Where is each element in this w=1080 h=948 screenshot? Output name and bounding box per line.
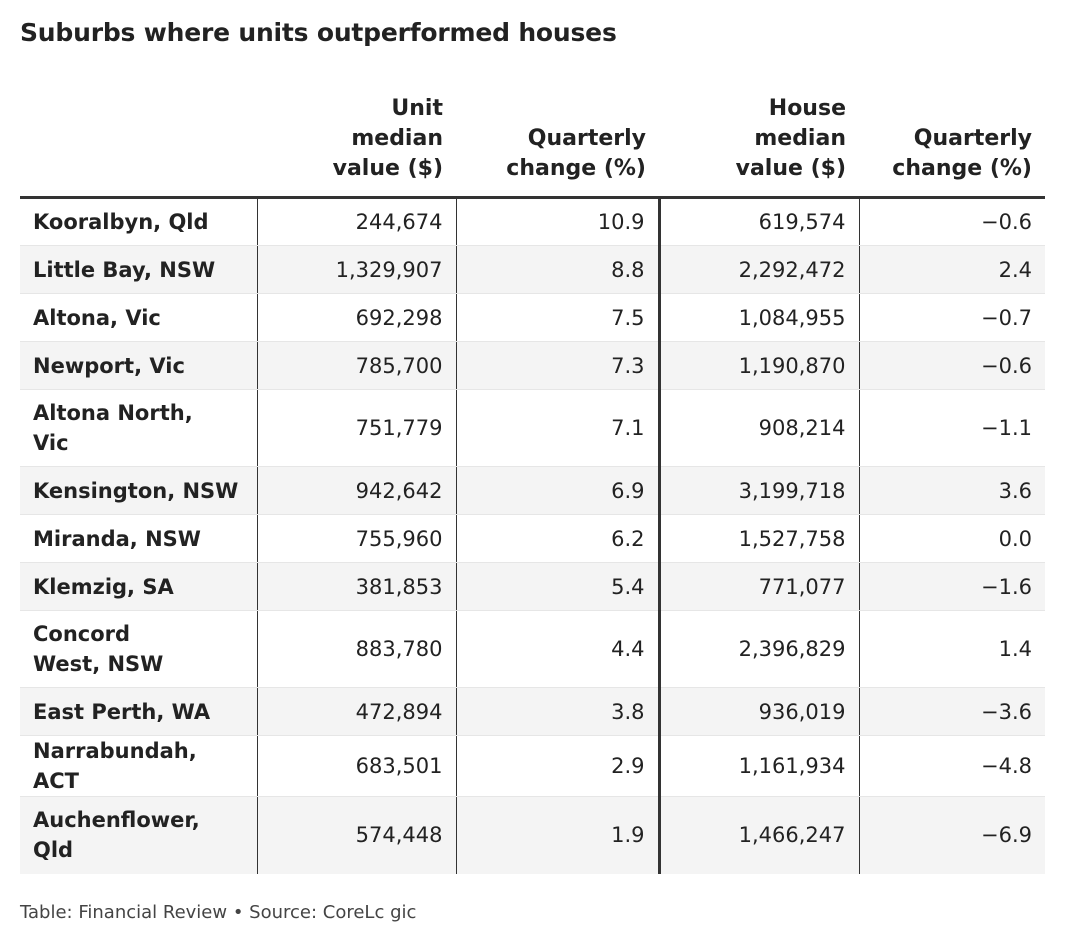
cell-suburb: East Perth, WA [20, 687, 258, 736]
table-title: Suburbs where units outperformed houses [20, 18, 617, 47]
cell-unit-value: 574,448 [257, 796, 457, 874]
cell-house-change: 1.4 [859, 610, 1045, 688]
cell-unit-change: 7.5 [456, 293, 661, 342]
cell-house-change: −3.6 [859, 687, 1045, 736]
table-row: Newport, Vic 785,700 7.3 1,190,870 −0.6 [20, 341, 1045, 390]
column-header-suburb [20, 94, 257, 199]
cell-unit-change: 5.4 [456, 562, 661, 611]
column-header-label: Quarterly change (%) [892, 126, 1032, 181]
cell-house-change: −0.6 [859, 197, 1045, 246]
column-header-label: House median value ($) [735, 96, 846, 181]
column-header-label: Quarterly change (%) [506, 126, 646, 181]
cell-unit-value: 1,329,907 [257, 245, 457, 294]
cell-unit-value: 942,642 [257, 466, 457, 515]
cell-unit-change: 2.9 [456, 735, 661, 797]
cell-unit-change: 10.9 [456, 197, 661, 246]
cell-suburb: Narrabundah, ACT [20, 735, 258, 797]
cell-house-value: 2,292,472 [659, 245, 860, 294]
cell-suburb: Klemzig, SA [20, 562, 258, 611]
cell-unit-change: 6.9 [456, 466, 661, 515]
table-row: Little Bay, NSW 1,329,907 8.8 2,292,472 2.4 [20, 245, 1045, 294]
cell-unit-value: 751,779 [257, 389, 457, 467]
column-header-house-value: House median value ($) [659, 94, 859, 199]
cell-house-value: 1,161,934 [659, 735, 860, 797]
header-row: Unit median value ($) Quarterly change (%… [20, 94, 1045, 199]
table-row: East Perth, WA 472,894 3.8 936,019 −3.6 [20, 687, 1045, 736]
cell-unit-change: 4.4 [456, 610, 661, 688]
cell-house-change: 3.6 [859, 466, 1045, 515]
table-row: Kooralbyn, Qld 244,674 10.9 619,574 −0.6 [20, 197, 1045, 246]
table-row: Concord West, NSW 883,780 4.4 2,396,829 1.4 [20, 610, 1045, 688]
column-header-house-change: Quarterly change (%) [859, 94, 1045, 199]
cell-house-value: 771,077 [659, 562, 860, 611]
cell-suburb: Altona North, Vic [20, 389, 258, 467]
table-row: Miranda, NSW 755,960 6.2 1,527,758 0.0 [20, 514, 1045, 563]
column-header-label: Unit median value ($) [332, 96, 443, 181]
cell-unit-value: 755,960 [257, 514, 457, 563]
column-header-unit-change: Quarterly change (%) [456, 94, 659, 199]
cell-unit-change: 8.8 [456, 245, 661, 294]
cell-unit-value: 244,674 [257, 197, 457, 246]
cell-house-change: 2.4 [859, 245, 1045, 294]
cell-house-value: 1,190,870 [659, 341, 860, 390]
table-row: Altona, Vic 692,298 7.5 1,084,955 −0.7 [20, 293, 1045, 342]
cell-unit-change: 1.9 [456, 796, 661, 874]
cell-house-change: −1.6 [859, 562, 1045, 611]
cell-suburb: Newport, Vic [20, 341, 258, 390]
table-row: Narrabundah, ACT 683,501 2.9 1,161,934 −4.8 [20, 735, 1045, 797]
table-body: Kooralbyn, Qld 244,674 10.9 619,574 −0.6 Litt… [20, 197, 1045, 874]
cell-suburb: Little Bay, NSW [20, 245, 258, 294]
cell-suburb: Miranda, NSW [20, 514, 258, 563]
cell-unit-value: 472,894 [257, 687, 457, 736]
cell-house-value: 1,466,247 [659, 796, 860, 874]
cell-suburb: Kooralbyn, Qld [20, 197, 258, 246]
cell-house-value: 936,019 [659, 687, 860, 736]
data-table: Unit median value ($) Quarterly change (%… [20, 94, 1045, 874]
cell-house-change: −6.9 [859, 796, 1045, 874]
cell-unit-value: 883,780 [257, 610, 457, 688]
cell-unit-change: 3.8 [456, 687, 661, 736]
cell-unit-value: 683,501 [257, 735, 457, 797]
cell-house-value: 908,214 [659, 389, 860, 467]
column-header-unit-value: Unit median value ($) [257, 94, 456, 199]
cell-house-value: 619,574 [659, 197, 860, 246]
cell-house-change: −1.1 [859, 389, 1045, 467]
cell-suburb: Altona, Vic [20, 293, 258, 342]
cell-house-value: 1,527,758 [659, 514, 860, 563]
cell-suburb: Concord West, NSW [20, 610, 258, 688]
cell-unit-change: 7.3 [456, 341, 661, 390]
cell-unit-change: 6.2 [456, 514, 661, 563]
cell-unit-value: 381,853 [257, 562, 457, 611]
table-row: Auchenflower, Qld 574,448 1.9 1,466,247 −6.9 [20, 796, 1045, 874]
cell-house-change: 0.0 [859, 514, 1045, 563]
source-note: Table: Financial Review • Source: CoreLc… [20, 902, 417, 923]
cell-unit-value: 692,298 [257, 293, 457, 342]
table-row: Kensington, NSW 942,642 6.9 3,199,718 3.6 [20, 466, 1045, 515]
cell-suburb: Kensington, NSW [20, 466, 258, 515]
table-row: Klemzig, SA 381,853 5.4 771,077 −1.6 [20, 562, 1045, 611]
cell-house-change: −4.8 [859, 735, 1045, 797]
cell-house-value: 1,084,955 [659, 293, 860, 342]
cell-house-value: 3,199,718 [659, 466, 860, 515]
cell-house-change: −0.7 [859, 293, 1045, 342]
cell-house-value: 2,396,829 [659, 610, 860, 688]
cell-unit-value: 785,700 [257, 341, 457, 390]
cell-suburb: Auchenflower, Qld [20, 796, 258, 874]
table-row: Altona North, Vic 751,779 7.1 908,214 −1.1 [20, 389, 1045, 467]
cell-house-change: −0.6 [859, 341, 1045, 390]
cell-unit-change: 7.1 [456, 389, 661, 467]
